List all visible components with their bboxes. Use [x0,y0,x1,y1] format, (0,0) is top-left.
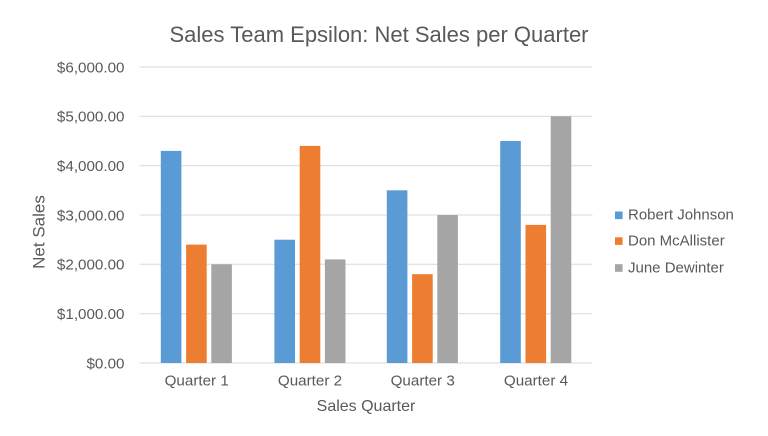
svg-text:$5,000.00: $5,000.00 [57,109,125,126]
svg-text:Sales Quarter: Sales Quarter [317,398,416,415]
svg-text:Robert Johnson: Robert Johnson [628,207,734,224]
svg-text:June Dewinter: June Dewinter [628,259,724,276]
svg-text:$6,000.00: $6,000.00 [57,59,125,76]
svg-text:$3,000.00: $3,000.00 [57,207,125,224]
svg-text:Don McAllister: Don McAllister [628,233,725,250]
svg-text:Quarter 2: Quarter 2 [278,373,342,390]
svg-text:Sales Team Epsilon: Net Sales: Sales Team Epsilon: Net Sales per Quarte… [169,22,588,47]
svg-text:$2,000.00: $2,000.00 [57,257,125,274]
svg-text:$4,000.00: $4,000.00 [57,158,125,175]
svg-text:$1,000.00: $1,000.00 [57,306,125,323]
svg-text:Quarter 4: Quarter 4 [504,373,568,390]
svg-text:Net Sales: Net Sales [30,195,49,269]
svg-text:Quarter 3: Quarter 3 [391,373,455,390]
svg-text:Quarter 1: Quarter 1 [165,373,229,390]
svg-text:$0.00: $0.00 [86,355,124,372]
